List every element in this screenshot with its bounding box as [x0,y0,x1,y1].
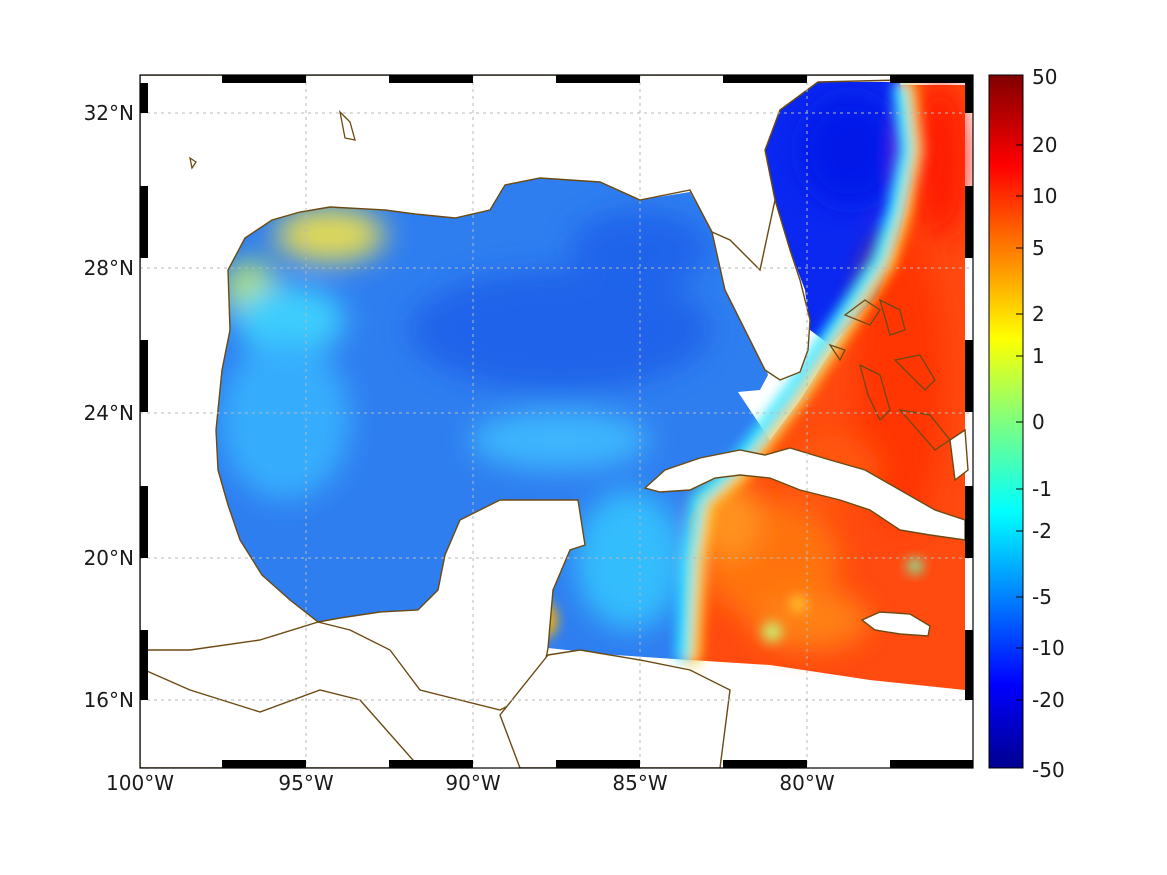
lat-label: 28°N [84,256,134,280]
island-outlines [189,110,951,451]
colorbar-tick-label: 1 [1032,344,1045,368]
sea-surface-field [216,79,970,690]
colorbar: 50 20 10 5 2 1 0 -1 -2 -5 -10 -20 -50 [988,65,1065,782]
colorbar-tick-label: -2 [1032,519,1052,543]
colorbar-tick-label: -1 [1032,477,1052,501]
lon-label: 80°W [779,771,834,795]
colorbar-tick-label: -20 [1032,688,1065,712]
longitude-labels: 100°W 95°W 90°W 85°W 80°W [106,771,835,795]
land-areas [140,75,969,768]
colorbar-tick-label: 5 [1032,236,1045,260]
colorbar-tick-label: -50 [1032,758,1065,782]
lat-label: 32°N [84,101,134,125]
yucatan-land [317,499,586,711]
colorbar-tick-label: 2 [1032,302,1045,326]
hispaniola-land [949,428,969,482]
latitude-labels: 32°N 28°N 24°N 20°N 16°N [84,101,134,712]
map-frame [139,74,974,769]
colorbar-tick-label: 50 [1032,65,1057,89]
central-america-land [140,667,421,768]
colorbar-tick-label: -10 [1032,636,1065,660]
lat-label: 24°N [84,401,134,425]
lat-label: 16°N [84,688,134,712]
graticule [140,75,973,768]
colorbar-tick-label: 0 [1032,410,1045,434]
jamaica-land [860,611,931,637]
lon-label: 100°W [106,771,174,795]
lon-label: 90°W [445,771,500,795]
honduras-land [499,649,731,768]
lat-label: 20°N [84,546,134,570]
lon-label: 95°W [278,771,333,795]
mexico-north-land [140,75,966,651]
colorbar-tick-label: 10 [1032,184,1057,208]
colorbar-tick-label: -5 [1032,585,1052,609]
lon-label: 85°W [612,771,667,795]
colorbar-tick-label: 20 [1032,133,1057,157]
